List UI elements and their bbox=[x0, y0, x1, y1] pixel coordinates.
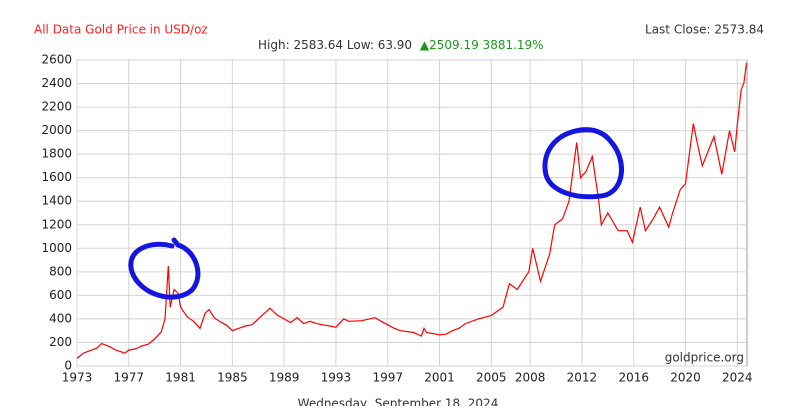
annotation-circle bbox=[128, 237, 201, 300]
high-low-text: High: 2583.64 Low: 63.90 bbox=[258, 38, 412, 52]
x-tick-label: 1985 bbox=[217, 371, 248, 385]
high-low: High: 2583.64 Low: 63.90 ▲2509.19 3881.1… bbox=[258, 38, 544, 52]
x-tick-label: 1993 bbox=[321, 371, 352, 385]
x-tick-label: 1973 bbox=[62, 371, 93, 385]
y-tick-label: 2200 bbox=[41, 100, 72, 114]
y-tick-label: 1400 bbox=[41, 194, 72, 208]
watermark: goldprice.org bbox=[665, 351, 744, 365]
x-tick-label: 2012 bbox=[567, 371, 598, 385]
date-label: Wednesday, September 18, 2024 bbox=[298, 397, 499, 407]
y-tick-label: 2600 bbox=[41, 53, 72, 67]
x-tick-label: 1977 bbox=[114, 371, 145, 385]
chart-title: All Data Gold Price in USD/oz bbox=[34, 23, 208, 37]
plot-frame bbox=[76, 59, 748, 367]
x-tick-label: 2020 bbox=[670, 371, 701, 385]
y-tick-label: 2000 bbox=[41, 123, 72, 137]
grid bbox=[76, 59, 747, 367]
y-tick-label: 1200 bbox=[41, 217, 72, 231]
y-tick-label: 1600 bbox=[41, 170, 72, 184]
change-text: ▲2509.19 3881.19% bbox=[420, 38, 544, 52]
y-tick-label: 1800 bbox=[41, 147, 72, 161]
y-tick-label: 2400 bbox=[41, 76, 72, 90]
x-tick-label: 2016 bbox=[618, 371, 649, 385]
y-tick-label: 800 bbox=[49, 264, 72, 278]
y-tick-label: 400 bbox=[49, 311, 72, 325]
series bbox=[76, 63, 748, 359]
x-tick-label: 1981 bbox=[165, 371, 196, 385]
x-tick-label: 2008 bbox=[515, 371, 546, 385]
y-tick-label: 600 bbox=[49, 288, 72, 302]
price-line bbox=[76, 63, 748, 359]
y-tick-label: 1000 bbox=[41, 241, 72, 255]
annotation-circle bbox=[542, 127, 625, 200]
y-tick-label: 200 bbox=[49, 335, 72, 349]
x-tick-label: 1997 bbox=[372, 371, 403, 385]
x-tick-label: 2005 bbox=[476, 371, 507, 385]
last-close: Last Close: 2573.84 bbox=[645, 23, 764, 37]
x-tick-label: 2024 bbox=[722, 371, 753, 385]
y-tick-label: 0 bbox=[64, 359, 72, 373]
x-tick-label: 2001 bbox=[424, 371, 455, 385]
x-tick-label: 1989 bbox=[269, 371, 300, 385]
